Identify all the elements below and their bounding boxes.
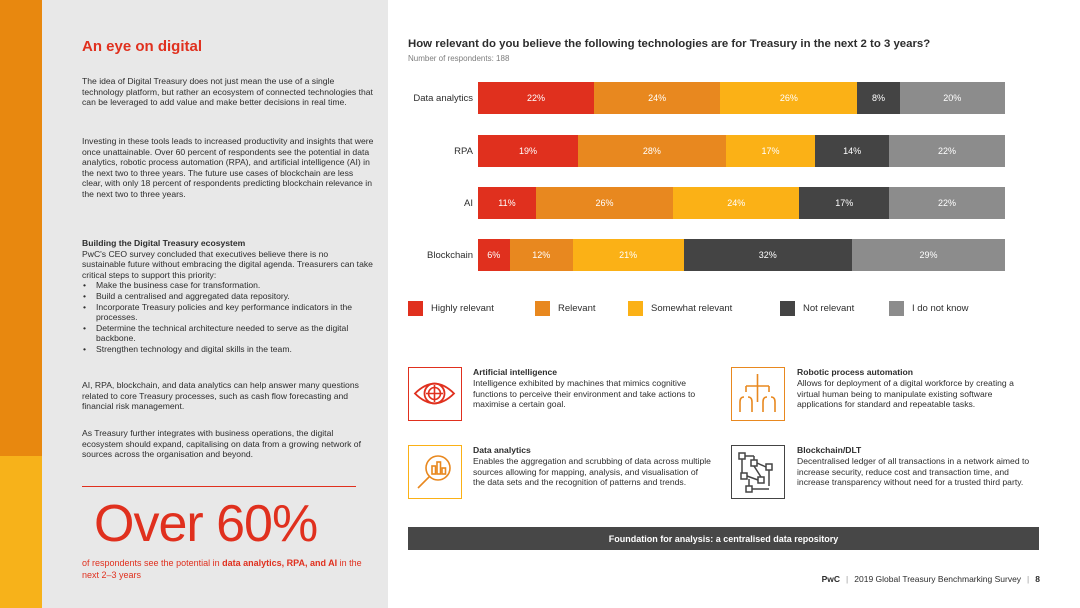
- bar-row: 22% 24% 26% 8% 20%: [478, 82, 1005, 114]
- data-analytics-icon-box: [408, 445, 462, 499]
- tech-title: Robotic process automation: [797, 367, 914, 377]
- ai-icon-box: [408, 367, 462, 421]
- legend-swatch: [628, 301, 643, 316]
- category-label: AI: [464, 198, 473, 209]
- chart-subtitle: Number of respondents: 188: [408, 54, 510, 63]
- page-title: An eye on digital: [82, 38, 203, 55]
- accent-stripe-yellow: [0, 456, 42, 608]
- blockchain-nodes-icon: [738, 452, 773, 493]
- bar-segment: 22%: [889, 135, 1005, 167]
- legend-label: Not relevant: [803, 303, 855, 314]
- bar-segment: 22%: [478, 82, 594, 114]
- legend-swatch: [408, 301, 423, 316]
- legend-label: Relevant: [558, 303, 596, 314]
- bar-segment: 14%: [815, 135, 890, 167]
- bar-segment: 17%: [725, 135, 816, 167]
- bar-segment: 26%: [535, 187, 673, 219]
- bar-segment: 8%: [857, 82, 900, 114]
- bar-row: 11% 26% 24% 17% 22%: [478, 187, 1005, 219]
- tech-description: Intelligence exhibited by machines that …: [473, 377, 696, 410]
- eye-target-icon: [413, 382, 456, 405]
- bar-segment: 22%: [889, 187, 1005, 219]
- divider: [82, 486, 356, 487]
- bar-segment: 12%: [509, 239, 573, 271]
- bar-row: 6% 12% 21% 32% 29%: [478, 239, 1005, 271]
- stat-caption: of respondents see the potential in data…: [82, 558, 372, 581]
- legend-swatch: [535, 301, 550, 316]
- investment-paragraph: Investing in these tools leads to increa…: [82, 136, 374, 199]
- footer-separator: |: [846, 574, 849, 584]
- big-stat: Over 60%: [94, 495, 318, 553]
- footer-separator: |: [1027, 574, 1030, 584]
- ecosystem-heading: Building the Digital Treasury ecosystem: [82, 238, 246, 248]
- list-item: Build a centralised and aggregated data …: [82, 291, 374, 302]
- legend-swatch: [780, 301, 795, 316]
- footer: PwC | 2019 Global Treasury Benchmarking Su…: [822, 574, 1040, 584]
- bar-segment: 32%: [683, 239, 853, 271]
- bar-row: 19% 28% 17% 14% 22%: [478, 135, 1005, 167]
- footer-survey: 2019 Global Treasury Benchmarking Survey: [854, 574, 1022, 584]
- legend-item: I do not know: [889, 301, 969, 316]
- list-item: Strengthen technology and digital skills…: [82, 344, 374, 355]
- bar-segment: 21%: [572, 239, 684, 271]
- bar-segment: 26%: [720, 82, 858, 114]
- bar-segment: 28%: [578, 135, 726, 167]
- tech-rpa: Robotic process automation Allows for de…: [797, 367, 1035, 410]
- list-item: Determine the technical architecture nee…: [82, 323, 374, 344]
- page-number: 8: [1035, 574, 1040, 584]
- accent-stripe-orange: [0, 0, 42, 456]
- ecosystem-section: Building the Digital Treasury ecosystem …: [82, 238, 374, 355]
- legend-swatch: [889, 301, 904, 316]
- bar-segment: 6%: [478, 239, 510, 271]
- tech-blockchain: Blockchain/DLT Decentralised ledger of a…: [797, 445, 1035, 488]
- priority-list: Make the business case for transformatio…: [82, 280, 374, 354]
- bar-segment: 24%: [593, 82, 721, 114]
- tech-title: Data analytics: [473, 445, 531, 455]
- tech-description: Decentralised ledger of all transactions…: [797, 455, 1030, 488]
- stat-caption-bold: data analytics, RPA, and AI: [222, 558, 338, 568]
- legend-item: Highly relevant: [408, 301, 494, 316]
- footer-brand: PwC: [821, 574, 841, 584]
- legend-item: Relevant: [535, 301, 596, 316]
- category-label: Blockchain: [427, 250, 473, 261]
- legend-label: Highly relevant: [431, 303, 494, 314]
- list-item: Incorporate Treasury policies and key pe…: [82, 302, 374, 323]
- stat-caption-pre: of respondents see the potential in: [82, 558, 223, 568]
- tech-title: Artificial intelligence: [473, 367, 558, 377]
- bar-segment: 20%: [899, 82, 1005, 114]
- tech-title: Blockchain/DLT: [797, 445, 862, 455]
- ecosystem-intro: PwC's CEO survey concluded that executiv…: [82, 248, 373, 280]
- bar-segment: 19%: [478, 135, 579, 167]
- bar-segment: 17%: [799, 187, 890, 219]
- tech-ai: Artificial intelligence Intelligence exh…: [473, 367, 711, 410]
- list-item: Make the business case for transformatio…: [82, 280, 374, 291]
- bar-segment: 24%: [672, 187, 800, 219]
- foundation-bar: Foundation for analysis: a centralised d…: [408, 527, 1039, 550]
- legend-item: Somewhat relevant: [628, 301, 732, 316]
- category-label: Data analytics: [413, 93, 473, 104]
- tech-description: Allows for deployment of a digital workf…: [797, 377, 1014, 410]
- chart-title: How relevant do you believe the followin…: [408, 38, 931, 50]
- rpa-icon-box: [731, 367, 785, 421]
- magnifier-chart-icon: [417, 455, 451, 489]
- bar-segment: 29%: [852, 239, 1005, 271]
- tech-description: Enables the aggregation and scrubbing of…: [473, 455, 711, 488]
- integration-paragraph: As Treasury further integrates with busi…: [82, 428, 361, 460]
- process-tree-icon: [739, 374, 776, 412]
- legend-label: I do not know: [912, 303, 969, 314]
- processes-paragraph: AI, RPA, blockchain, and data analytics …: [82, 380, 359, 412]
- legend-label: Somewhat relevant: [651, 303, 733, 314]
- tech-data-analytics: Data analytics Enables the aggregation a…: [473, 445, 711, 488]
- category-label: RPA: [454, 146, 473, 157]
- stat-caption-post: in the next 2–3 years: [82, 558, 362, 580]
- blockchain-icon-box: [731, 445, 785, 499]
- bar-segment: 11%: [478, 187, 536, 219]
- intro-paragraph: The idea of Digital Treasury does not ju…: [82, 76, 373, 108]
- legend-item: Not relevant: [780, 301, 854, 316]
